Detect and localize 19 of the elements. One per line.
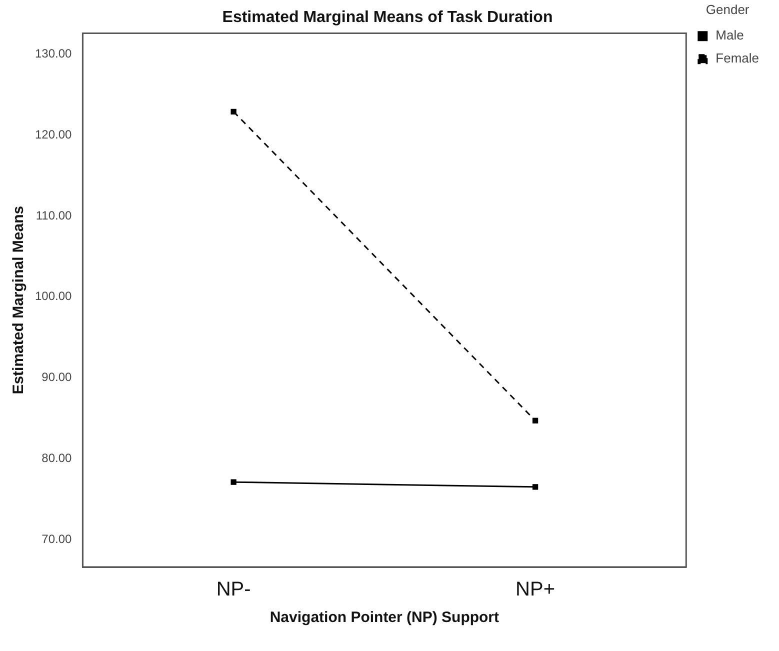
chart-title: Estimated Marginal Means of Task Duration bbox=[222, 9, 553, 26]
y-tick-label: 80.00 bbox=[42, 450, 72, 465]
x-tick-label: NP+ bbox=[516, 578, 556, 601]
x-axis-title: Navigation Pointer (NP) Support bbox=[270, 609, 500, 626]
y-tick-label: 110.00 bbox=[36, 208, 72, 222]
y-tick-label: 120.00 bbox=[35, 127, 72, 142]
legend-title: Gender bbox=[706, 2, 750, 18]
legend-label: Female bbox=[716, 50, 760, 66]
y-tick-label: 70.00 bbox=[42, 532, 72, 546]
point bbox=[532, 418, 538, 424]
y-axis-title: Estimated Marginal Means bbox=[10, 206, 28, 394]
y-tick-label: 130.00 bbox=[35, 46, 72, 61]
legend-label: Male bbox=[716, 28, 744, 43]
point bbox=[230, 479, 236, 485]
y-tick-label: 90.00 bbox=[42, 370, 72, 384]
point bbox=[532, 484, 538, 490]
x-tick-label: NP- bbox=[216, 578, 251, 601]
y-tick-label: 100.00 bbox=[35, 289, 72, 304]
point bbox=[230, 108, 236, 114]
